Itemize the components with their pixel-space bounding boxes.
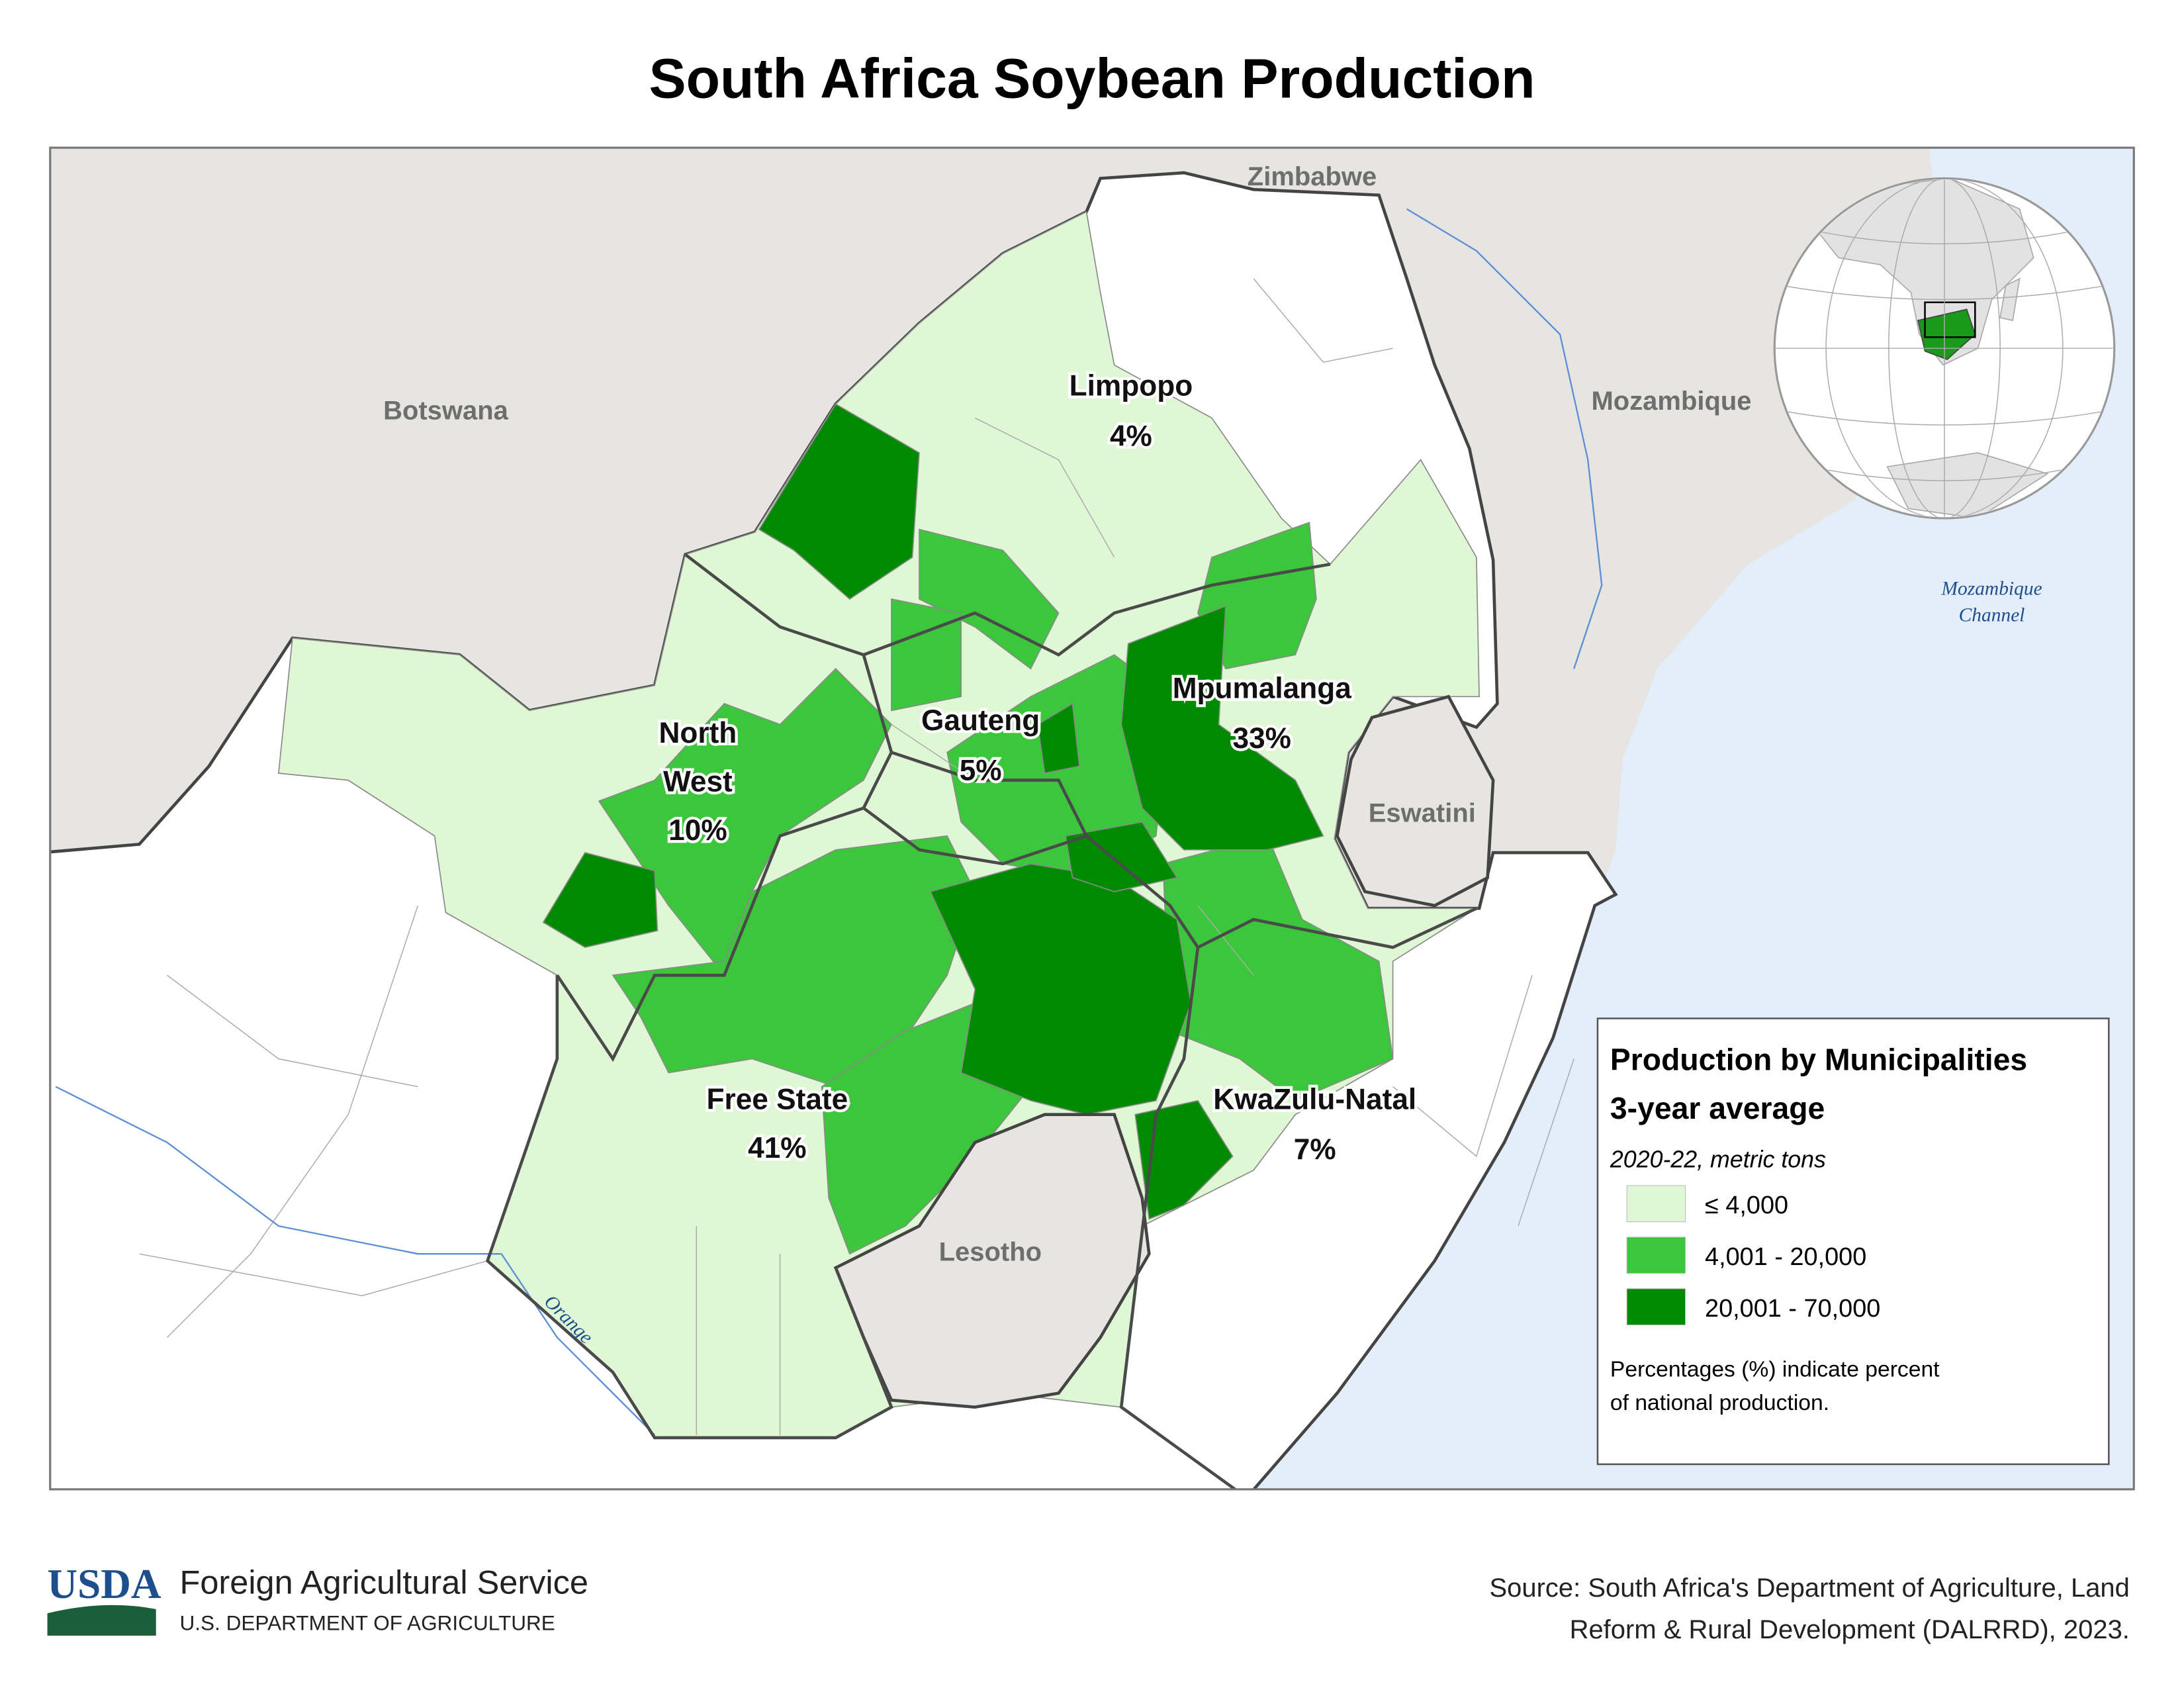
eswatini: [1335, 694, 1495, 908]
legend: Production by Municipalities 3-year aver…: [1596, 1017, 2110, 1466]
province-share: 5%: [960, 755, 1002, 787]
legend-subtitle: 3-year average: [1610, 1091, 1825, 1125]
usda-logo: USDA: [48, 1561, 161, 1607]
source: Source: South Africa's Department of Agr…: [1489, 1573, 2129, 1644]
province-share: 33%: [1233, 722, 1291, 755]
logo-swoosh: [47, 1605, 156, 1636]
province-share: 10%: [668, 814, 727, 847]
country-label: Mozambique: [1591, 387, 1751, 416]
footer: USDA Foreign Agricultural Service U.S. D…: [47, 1561, 2130, 1644]
province-name: North: [659, 717, 737, 749]
legend-note: Percentages (%) indicate percent of natio…: [1610, 1357, 1940, 1415]
lesotho: [833, 1113, 1151, 1409]
legend-title: Production by Municipalities: [1610, 1042, 2027, 1076]
municipality: [1197, 522, 1317, 670]
municipality: [919, 528, 1060, 670]
province-labels: Limpopo 4% Mpumalanga 33% North West 10%…: [656, 367, 1419, 1169]
province-name: Limpopo: [1069, 370, 1193, 402]
legend-label: 4,001 - 20,000: [1705, 1243, 1866, 1271]
legend-swatch: [1626, 1237, 1686, 1274]
department: U.S. DEPARTMENT OF AGRICULTURE: [179, 1611, 555, 1634]
province-name: Free State: [707, 1083, 848, 1115]
water-label: Mozambique Channel: [1940, 579, 2042, 626]
country-label: Zimbabwe: [1248, 162, 1377, 191]
legend-period: 2020-22, metric tons: [1610, 1147, 1826, 1173]
country-label: Eswatini: [1369, 799, 1476, 828]
municipality: [542, 852, 659, 949]
province-name: Gauteng: [921, 704, 1040, 737]
rivers: [55, 208, 1603, 1436]
municipality: [891, 598, 962, 712]
map-frame: [49, 146, 2135, 1491]
province-name: Mpumalanga: [1173, 672, 1351, 704]
province-share: 7%: [1294, 1133, 1336, 1166]
legend-swatch: [1626, 1185, 1686, 1223]
municipalities: [277, 211, 1480, 1438]
municipality: [1037, 702, 1080, 774]
globe-inset: [1773, 177, 2116, 520]
legend-label: 20,001 - 70,000: [1705, 1295, 1880, 1323]
country-label: Botswana: [383, 397, 509, 426]
province-borders: [485, 553, 1477, 1489]
municipality: [1162, 835, 1394, 1102]
municipality: [612, 835, 976, 1088]
province-name: KwaZulu-Natal: [1213, 1083, 1416, 1115]
province-name: West: [663, 765, 733, 798]
legend-label: ≤ 4,000: [1705, 1192, 1788, 1219]
municipality: [758, 403, 920, 600]
province-share: 41%: [748, 1132, 806, 1164]
agency: Foreign Agricultural Service: [179, 1564, 588, 1601]
country-label: Lesotho: [939, 1238, 1042, 1267]
title: South Africa Soybean Production: [649, 47, 1535, 109]
legend-swatch: [1626, 1288, 1686, 1326]
municipality: [1120, 605, 1324, 851]
province-share: 4%: [1110, 420, 1152, 453]
